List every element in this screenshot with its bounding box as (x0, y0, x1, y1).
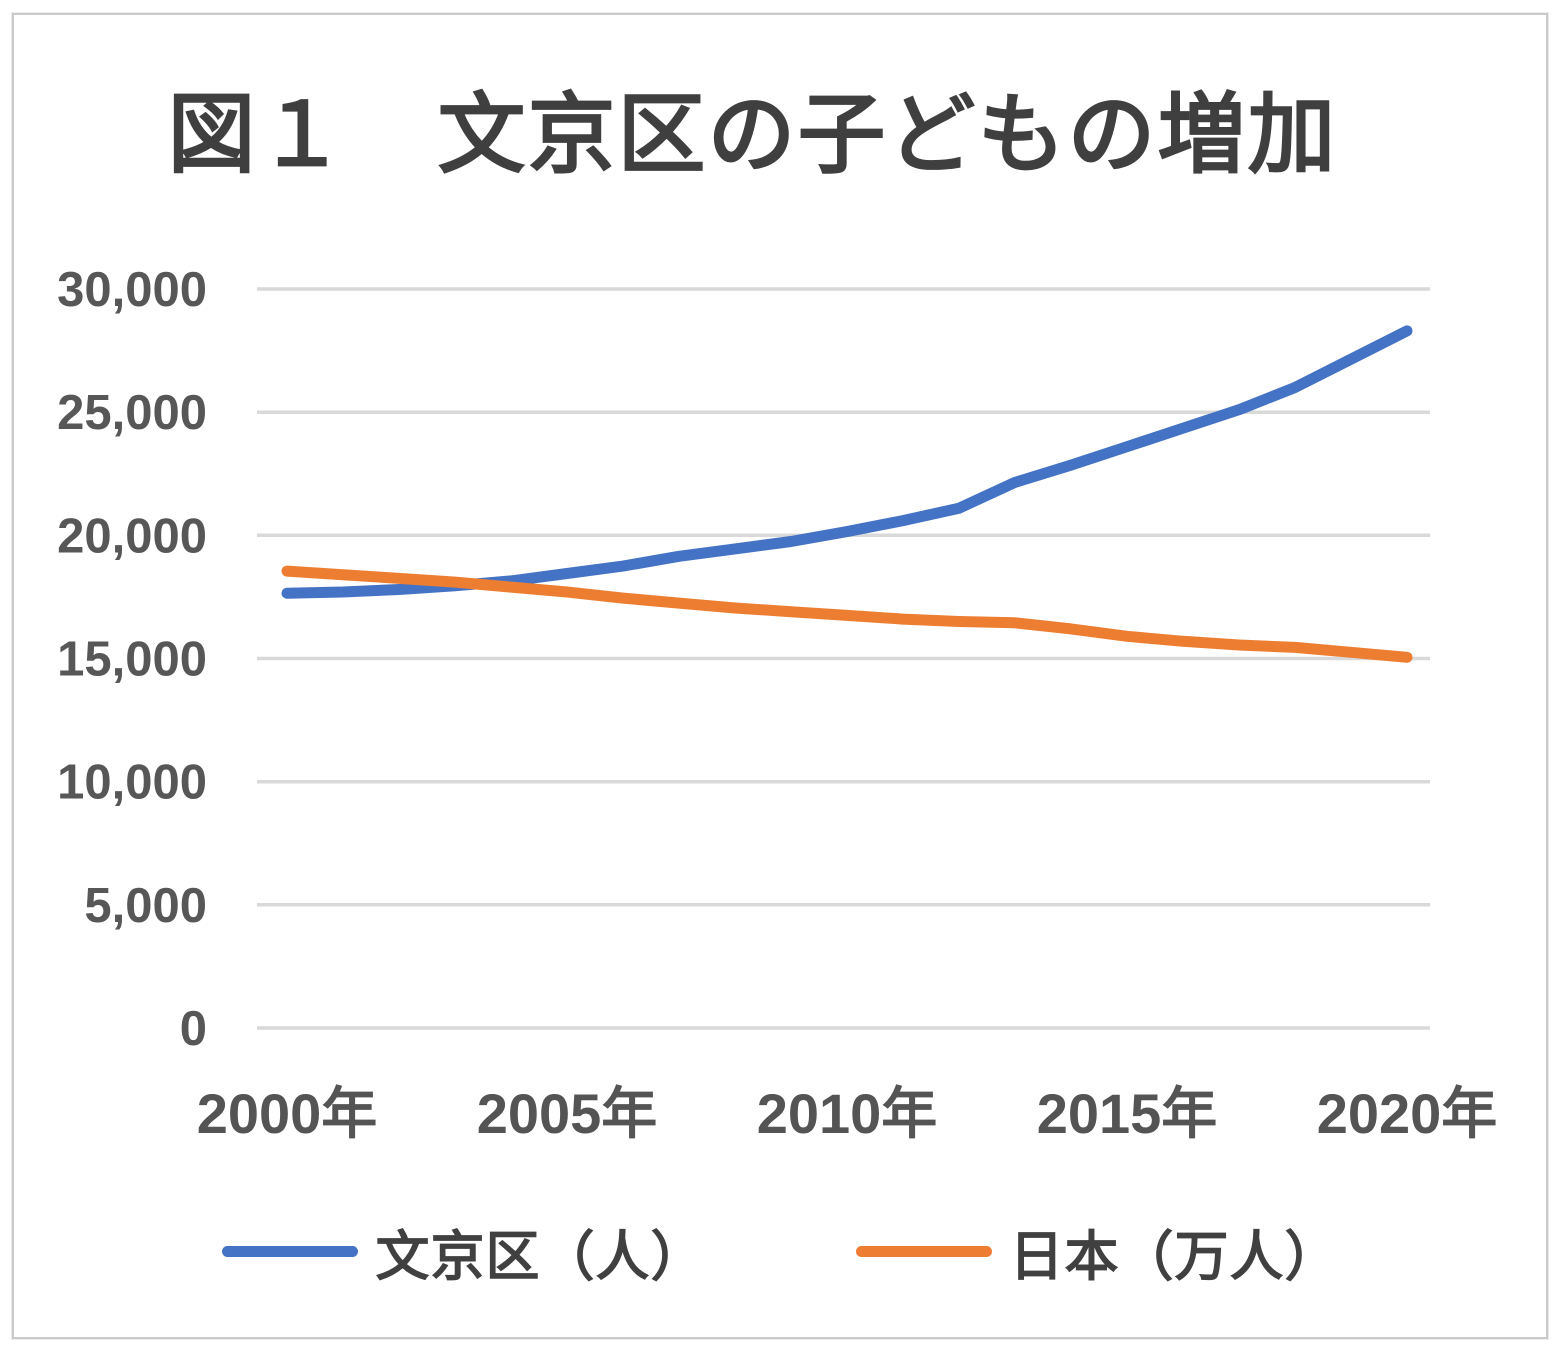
chart-border-frame (12, 13, 1548, 1339)
y-tick-label: 20,000 (57, 509, 207, 563)
y-tick-label: 10,000 (57, 756, 207, 810)
series-line-japan (281, 565, 1413, 663)
legend-line-swatch-bunkyo (221, 1246, 358, 1257)
x-tick-label: 2005年 (477, 1082, 658, 1145)
chart-title: 図１ 文京区の子どもの増加 (167, 85, 1338, 184)
legend-item-japan: 日本（万人） (855, 1212, 1340, 1291)
legend-label-bunkyo: 文京区（人） (375, 1227, 706, 1287)
x-tick-label: 2015年 (1037, 1082, 1218, 1145)
y-tick-label: 15,000 (57, 633, 207, 687)
x-tick-label: 2000年 (197, 1082, 378, 1145)
y-tick-label: 5,000 (84, 879, 207, 933)
legend-line-swatch-japan (855, 1246, 992, 1257)
series-line-bunkyo (281, 325, 1413, 599)
y-tick-label: 30,000 (57, 263, 207, 317)
y-tick-label: 0 (180, 1002, 207, 1056)
y-tick-label: 25,000 (57, 386, 207, 440)
x-tick-label: 2010年 (757, 1082, 938, 1145)
legend-label-japan: 日本（万人） (1009, 1227, 1340, 1287)
x-tick-label: 2020年 (1317, 1082, 1498, 1145)
chart-legend: 文京区（人） 日本（万人） (0, 1212, 1561, 1291)
legend-item-bunkyo: 文京区（人） (221, 1212, 706, 1291)
